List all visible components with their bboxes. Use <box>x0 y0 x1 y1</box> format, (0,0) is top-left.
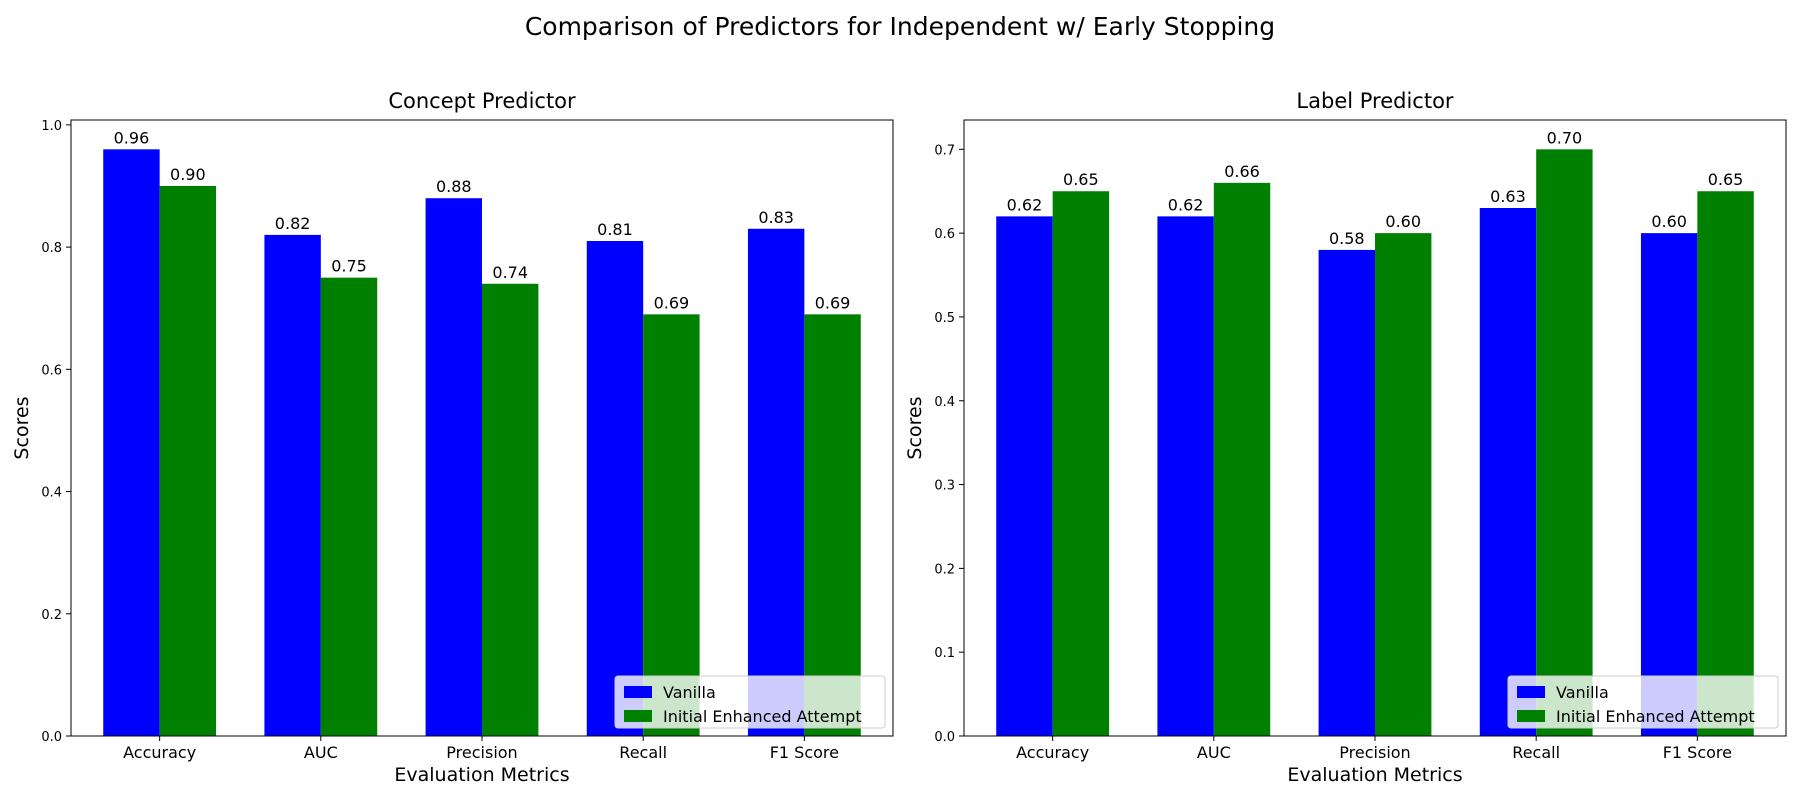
legend-swatch-vanilla <box>624 686 652 698</box>
subplot-title: Label Predictor <box>1296 89 1454 113</box>
x-tick-label: Precision <box>446 743 517 762</box>
data-label-initial-enhanced-attempt-recall: 0.70 <box>1547 128 1583 147</box>
data-label-vanilla-precision: 0.58 <box>1329 229 1365 248</box>
y-tick-label: 0.5 <box>934 311 955 326</box>
x-tick-label: AUC <box>304 743 338 762</box>
bar-initial-enhanced-attempt-f1-score <box>804 314 861 736</box>
y-tick-label: 0.0 <box>41 730 62 745</box>
bar-initial-enhanced-attempt-auc <box>1213 182 1271 736</box>
bar-vanilla-accuracy <box>996 216 1053 736</box>
bar-vanilla-auc <box>264 234 321 736</box>
y-tick-label: 0.4 <box>41 486 62 501</box>
bar-initial-enhanced-attempt-accuracy <box>159 186 217 736</box>
y-tick-label: 0.4 <box>934 395 955 410</box>
y-tick-label: 0.6 <box>41 363 62 378</box>
legend-box <box>1507 675 1779 729</box>
legend-swatch-initial-enhanced-attempt <box>1517 710 1545 722</box>
bar-vanilla-recall <box>586 241 644 736</box>
legend-label-initial-enhanced-attempt: Initial Enhanced Attempt <box>1556 707 1755 726</box>
bar-initial-enhanced-attempt-precision <box>482 283 539 736</box>
panel-concept-predictor: 0.96 0.82 0.88 0.81 0.83 0.90 0.75 0.74 0.69 0.69… <box>11 89 894 786</box>
data-label-vanilla-f1-score: 0.83 <box>758 208 794 227</box>
y-tick-label: 1.0 <box>41 119 62 134</box>
x-tick-label: Precision <box>1339 743 1410 762</box>
data-label-initial-enhanced-attempt-auc: 0.66 <box>1224 162 1260 181</box>
y-tick-label: 0.2 <box>41 608 62 623</box>
data-label-vanilla-precision: 0.88 <box>436 177 472 196</box>
bar-initial-enhanced-attempt-accuracy <box>1052 191 1110 736</box>
legend-box <box>614 675 886 729</box>
data-label-initial-enhanced-attempt-recall: 0.69 <box>654 293 690 312</box>
data-label-initial-enhanced-attempt-accuracy: 0.65 <box>1063 170 1099 189</box>
y-tick-label: 0.0 <box>934 730 955 745</box>
bar-vanilla-precision <box>425 198 482 736</box>
data-label-vanilla-recall: 0.81 <box>597 220 633 239</box>
subplot-title: Concept Predictor <box>388 89 576 113</box>
data-label-initial-enhanced-attempt-precision: 0.60 <box>1385 212 1421 231</box>
x-tick-label: AUC <box>1197 743 1231 762</box>
y-axis-label: Scores <box>904 396 926 459</box>
x-axis-label: Evaluation Metrics <box>394 764 569 786</box>
data-label-vanilla-auc: 0.82 <box>275 214 311 233</box>
data-label-initial-enhanced-attempt-auc: 0.75 <box>331 257 367 276</box>
x-tick-label: F1 Score <box>1663 743 1732 762</box>
y-tick-label: 0.3 <box>934 479 955 494</box>
bar-vanilla-auc <box>1157 216 1214 736</box>
y-tick-label: 0.1 <box>934 646 955 661</box>
x-tick-label: Accuracy <box>123 743 196 762</box>
legend-label-vanilla: Vanilla <box>1556 683 1609 702</box>
x-tick-label: Recall <box>1512 743 1560 762</box>
data-label-initial-enhanced-attempt-f1-score: 0.69 <box>815 293 851 312</box>
y-tick-label: 0.2 <box>934 562 955 577</box>
data-label-initial-enhanced-attempt-f1-score: 0.65 <box>1708 170 1744 189</box>
bar-initial-enhanced-attempt-recall <box>1536 149 1593 737</box>
legend-label-initial-enhanced-attempt: Initial Enhanced Attempt <box>663 707 862 726</box>
data-label-vanilla-recall: 0.63 <box>1490 187 1526 206</box>
bar-initial-enhanced-attempt-precision <box>1375 233 1432 736</box>
data-label-vanilla-auc: 0.62 <box>1168 195 1204 214</box>
y-tick-label: 0.7 <box>934 143 955 158</box>
legend-label-vanilla: Vanilla <box>663 683 716 702</box>
data-label-initial-enhanced-attempt-precision: 0.74 <box>492 263 528 282</box>
legend-swatch-initial-enhanced-attempt <box>624 710 652 722</box>
bar-vanilla-accuracy <box>103 149 160 737</box>
legend: Vanilla Initial Enhanced Attempt <box>1507 675 1779 729</box>
bar-initial-enhanced-attempt-f1-score <box>1697 191 1754 736</box>
bar-vanilla-f1-score <box>747 228 805 736</box>
panel-label-predictor: 0.62 0.62 0.58 0.63 0.60 0.65 0.66 0.60 0.70 0.65… <box>904 89 1787 786</box>
data-label-initial-enhanced-attempt-accuracy: 0.90 <box>170 165 206 184</box>
figure-title: Comparison of Predictors for Independent… <box>525 12 1275 41</box>
x-tick-label: F1 Score <box>770 743 839 762</box>
bar-vanilla-f1-score <box>1640 233 1698 736</box>
legend: Vanilla Initial Enhanced Attempt <box>614 675 886 729</box>
data-label-vanilla-accuracy: 0.96 <box>114 128 150 147</box>
bar-initial-enhanced-attempt-auc <box>320 277 378 736</box>
y-tick-label: 0.8 <box>41 241 62 256</box>
data-label-vanilla-accuracy: 0.62 <box>1007 195 1043 214</box>
y-axis-label: Scores <box>11 396 33 459</box>
y-tick-label: 0.6 <box>934 227 955 242</box>
data-label-vanilla-f1-score: 0.60 <box>1651 212 1687 231</box>
bar-vanilla-precision <box>1318 249 1375 736</box>
bar-vanilla-recall <box>1479 208 1537 736</box>
bar-initial-enhanced-attempt-recall <box>643 314 700 736</box>
x-tick-label: Recall <box>619 743 667 762</box>
x-tick-label: Accuracy <box>1016 743 1089 762</box>
x-axis-label: Evaluation Metrics <box>1287 764 1462 786</box>
legend-swatch-vanilla <box>1517 686 1545 698</box>
